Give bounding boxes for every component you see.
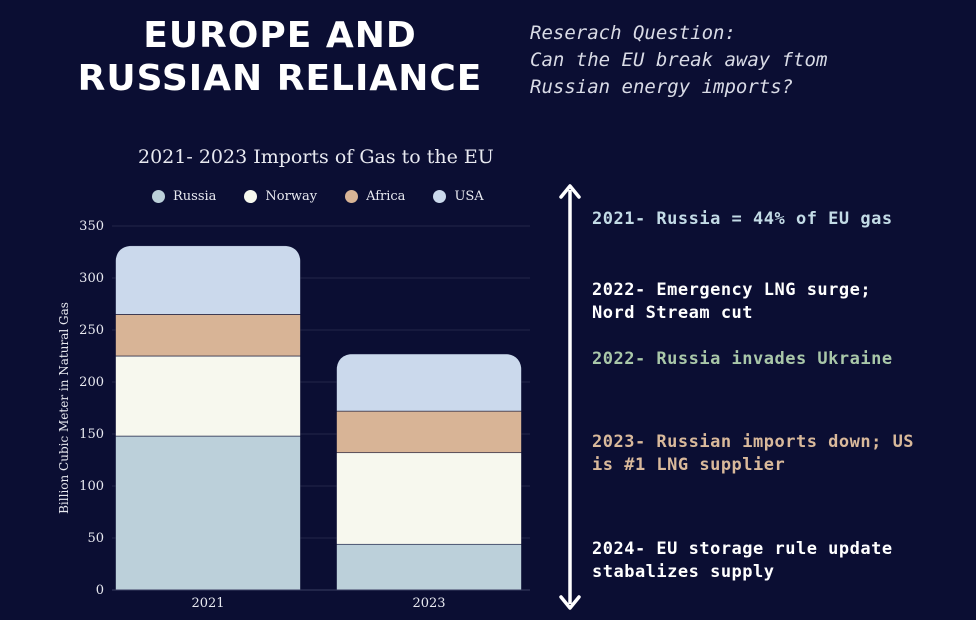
timeline-event-line: 2023- Russian imports down; US bbox=[592, 432, 915, 452]
research-line-3: Russian energy imports? bbox=[530, 76, 794, 98]
y-tick-label: 150 bbox=[79, 427, 104, 442]
title-line-1: EUROPE AND bbox=[143, 15, 417, 56]
legend-label: Norway bbox=[265, 189, 318, 204]
y-tick-label: 300 bbox=[79, 271, 104, 286]
bar-segment-africa-2021 bbox=[115, 314, 301, 357]
timeline-event-line: 2021- Russia = 44% of EU gas bbox=[592, 209, 893, 229]
timeline-event: 2022- Russia invades Ukraine bbox=[592, 348, 972, 371]
timeline-event: 2024- EU storage rule update stabalizes s… bbox=[592, 538, 972, 584]
y-tick-label: 50 bbox=[87, 531, 104, 546]
legend-label: Russia bbox=[173, 189, 217, 204]
legend-swatch bbox=[152, 190, 165, 203]
y-tick-label: 0 bbox=[96, 583, 104, 598]
bar-segment-africa-2023 bbox=[336, 410, 522, 454]
chart-title: 2021- 2023 Imports of Gas to the EU bbox=[138, 146, 494, 168]
chart-legend: Russia Norway Africa USA bbox=[152, 189, 512, 204]
y-tick-label: 100 bbox=[79, 479, 104, 494]
research-line-2: Can the EU break away ftom bbox=[530, 49, 828, 71]
page-title: EUROPE AND RUSSIAN RELIANCE bbox=[60, 14, 500, 100]
y-tick-label: 350 bbox=[79, 219, 104, 234]
bar-stack-2023 bbox=[336, 353, 522, 590]
legend-item-russia: Russia bbox=[152, 189, 216, 204]
bar-stack-2021 bbox=[115, 245, 301, 590]
x-tick-label: 2021 bbox=[191, 596, 224, 611]
research-question: Reserach Question: Can the EU break away… bbox=[530, 20, 970, 101]
legend-swatch bbox=[433, 190, 447, 203]
timeline-event: 2022- Emergency LNG surge; Nord Stream cu… bbox=[592, 279, 972, 325]
legend-item-africa: Africa bbox=[345, 189, 405, 204]
research-line-1: Reserach Question: bbox=[530, 22, 736, 44]
timeline-event-line: 2022- Emergency LNG surge; bbox=[592, 280, 872, 300]
y-tick-label: 200 bbox=[79, 375, 104, 390]
bar-segment-usa-2023 bbox=[336, 353, 522, 412]
timeline-event-line: 2022- Russia invades Ukraine bbox=[592, 349, 893, 369]
timeline-event-line: Nord Stream cut bbox=[592, 303, 754, 323]
timeline-event-line: stabalizes supply bbox=[592, 562, 775, 582]
y-axis-label: Billion Cubic Meter in Natural Gas bbox=[57, 302, 71, 514]
timeline-event-line: 2024- EU storage rule update bbox=[592, 539, 893, 559]
bar-segment-usa-2021 bbox=[115, 245, 301, 315]
x-tick-label: 2023 bbox=[412, 596, 445, 611]
bar-segment-russia-2023 bbox=[336, 543, 522, 590]
legend-item-usa: USA bbox=[433, 189, 484, 204]
timeline-event: 2023- Russian imports down; US is #1 LNG … bbox=[592, 431, 972, 477]
title-line-2: RUSSIAN RELIANCE bbox=[77, 58, 483, 99]
legend-label: Africa bbox=[366, 189, 406, 204]
bar-segment-norway-2023 bbox=[336, 452, 522, 545]
timeline-event: 2021- Russia = 44% of EU gas bbox=[592, 208, 972, 231]
timeline-event-line: is #1 LNG supplier bbox=[592, 455, 786, 475]
legend-item-norway: Norway bbox=[244, 189, 317, 204]
bar-segment-russia-2021 bbox=[115, 435, 301, 590]
bar-segment-norway-2021 bbox=[115, 355, 301, 437]
legend-swatch bbox=[244, 190, 258, 203]
arrow-up-icon bbox=[559, 184, 581, 199]
arrow-down-icon bbox=[559, 595, 581, 610]
y-tick-label: 250 bbox=[79, 323, 104, 338]
legend-swatch bbox=[345, 190, 359, 203]
legend-label: USA bbox=[454, 189, 484, 204]
